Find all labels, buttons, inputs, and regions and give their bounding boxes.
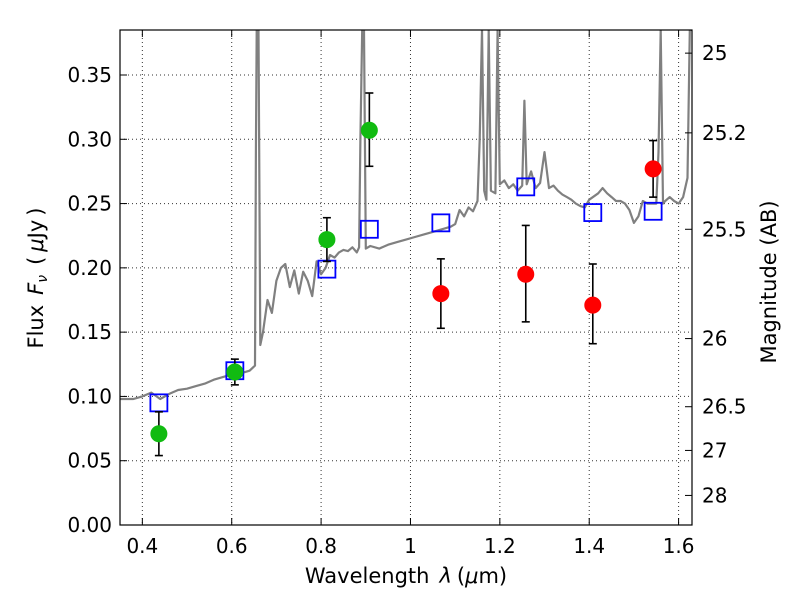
measured-flux-point: [150, 425, 168, 443]
x-tick-label: 1.6: [663, 534, 695, 558]
measured-flux-point: [360, 121, 378, 139]
data-point: [360, 92, 378, 168]
x-axis-label: Wavelength λ (μm): [305, 564, 507, 588]
data-points-layer: [149, 92, 663, 457]
data-point: [226, 358, 244, 386]
y-tick-label: 0.25: [67, 192, 112, 216]
y2-tick-label: 26: [702, 327, 727, 351]
data-point: [584, 263, 602, 345]
y-tick-label: 0.20: [67, 256, 112, 280]
model-spectrum-layer: [120, 30, 692, 401]
data-point: [432, 258, 450, 330]
right-axis-label: Magnitude (AB): [757, 200, 781, 363]
measured-flux-point: [226, 363, 244, 381]
grid: [120, 30, 692, 526]
measured-flux-point: [517, 265, 535, 283]
model-photometry-square: [359, 219, 379, 239]
y-tick-label: 0.05: [67, 449, 112, 473]
x-tick-label: 0.8: [305, 534, 337, 558]
y-tick-label: 0.15: [67, 320, 112, 344]
x-tick-label: 1: [404, 534, 417, 558]
data-point: [318, 216, 336, 263]
y2-tick-label: 27: [702, 438, 727, 462]
x-tick-label: 1.4: [573, 534, 605, 558]
y2-tick-label: 28: [702, 483, 727, 507]
measured-flux-point: [432, 285, 450, 303]
y-tick-label: 0.10: [67, 384, 112, 408]
y-tick-label: 0.35: [67, 63, 112, 87]
data-point: [644, 139, 662, 198]
data-point: [517, 224, 535, 323]
model-spectrum-line: [120, 30, 692, 401]
y-tick-label: 0.00: [67, 513, 112, 537]
model-photometry-square: [431, 213, 451, 233]
plot-frame: [119, 29, 693, 526]
y2-tick-label: 25.5: [702, 217, 747, 241]
y2-tick-label: 26.5: [702, 395, 747, 419]
y2-tick-label: 25.2: [702, 121, 747, 145]
y-axis-label: FluxFν(μJy): [24, 208, 51, 349]
model-photometry-square: [643, 201, 663, 221]
y2-tick-label: 25: [702, 41, 727, 65]
x-tick-label: 0.4: [126, 534, 158, 558]
axis-ticks: 0.4 0.6 0.8 1 1.2 1.4 1.6 0.00 0.05 0.10 0.15 0.20 0…: [67, 30, 747, 558]
model-photometry-square: [583, 203, 603, 222]
data-point: [150, 411, 168, 457]
y-tick-label: 0.30: [67, 127, 112, 151]
measured-flux-point: [584, 296, 602, 314]
x-tick-label: 0.6: [216, 534, 248, 558]
model-photometry-square: [516, 177, 536, 197]
x-tick-label: 1.2: [484, 534, 516, 558]
measured-flux-point: [644, 160, 662, 178]
measured-flux-point: [318, 231, 336, 249]
